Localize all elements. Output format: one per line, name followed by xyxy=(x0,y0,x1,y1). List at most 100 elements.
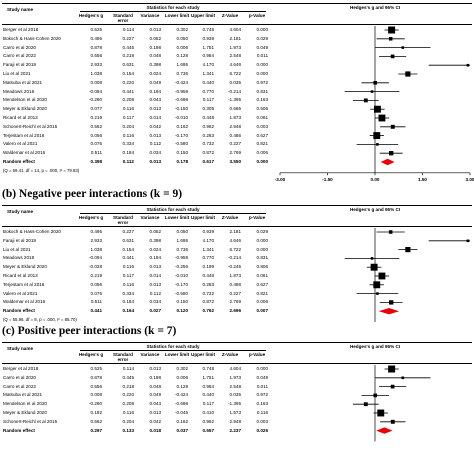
study-row: Liu et al 2021 1.038 0.154 0.024 0.736 1.341 6… xyxy=(0,70,474,78)
variance: 0.042 xyxy=(149,123,162,129)
study-row: Schonert-Reichl et al 2015 0.562 0.204 0.04… xyxy=(0,123,474,131)
effect-size-marker xyxy=(363,98,368,103)
pooled-effect-diamond xyxy=(376,427,393,434)
variance: 0.013 xyxy=(149,27,162,32)
effect-size-marker xyxy=(466,239,470,243)
study-name: Meadows 2018 xyxy=(3,255,35,261)
variance: 0.043 xyxy=(149,401,162,407)
variance: 0.018 xyxy=(149,427,162,433)
study-row: Waldemar et al 2016 0.511 0.184 0.034 0.150 0… xyxy=(0,298,474,306)
statistics-group-rule xyxy=(80,11,266,12)
header-bottom-rule xyxy=(2,226,472,227)
effect-size-marker xyxy=(466,63,470,67)
standard-error: 0.334 xyxy=(122,290,135,296)
study-name: Matsuba et al 2021 xyxy=(3,392,43,398)
upper-limit: 0.939 xyxy=(202,35,215,41)
column-header-g: Hedges's g xyxy=(78,215,104,220)
variance: 0.398 xyxy=(149,62,162,68)
z-value: 4.604 xyxy=(229,366,242,371)
z-value: 2.181 xyxy=(229,35,242,41)
z-value: 4.646 xyxy=(229,62,242,68)
upper-limit: 0.117 xyxy=(202,401,214,407)
lower-limit: 0.736 xyxy=(176,246,189,252)
statistics-group-rule xyxy=(80,213,266,214)
column-header-g: Hedges's g xyxy=(78,352,104,357)
lower-limit: -0.150 xyxy=(174,106,188,112)
study-row: Carro et al 2020 0.878 0.445 0.198 0.006 1.75… xyxy=(0,374,474,382)
lower-limit: -0.010 xyxy=(174,115,188,120)
standard-error: 0.631 xyxy=(122,237,135,243)
hedges-g: 0.878 xyxy=(90,44,103,50)
lower-limit: 0.302 xyxy=(176,27,189,32)
variance: 0.013 xyxy=(149,159,162,164)
upper-limit: 0.770 xyxy=(202,88,215,94)
effect-size-marker xyxy=(370,90,374,93)
effect-size-marker xyxy=(389,300,394,305)
upper-limit: 0.199 xyxy=(202,264,215,270)
ci-group-header: Hedges's g and 95% CI xyxy=(349,344,401,349)
statistics-group-rule xyxy=(80,350,266,351)
study-name: Valero et al 2021 xyxy=(3,141,38,147)
upper-limit: 0.617 xyxy=(202,159,215,164)
statistics-group-header: Statistics for each study xyxy=(146,207,200,212)
variance: 0.194 xyxy=(149,88,162,94)
study-name: Waldemar et al 2016 xyxy=(3,150,46,156)
lower-limit: -0.045 xyxy=(174,410,188,415)
upper-limit: 0.984 xyxy=(202,53,215,59)
effect-size-marker xyxy=(373,80,378,85)
standard-error: 0.441 xyxy=(122,88,135,94)
column-header-p: p-Value xyxy=(248,352,266,357)
x-axis-tick-label: 0.00 xyxy=(370,176,380,182)
lower-limit: 0.162 xyxy=(176,123,189,129)
variance: 0.042 xyxy=(149,418,162,424)
standard-error: 0.116 xyxy=(122,264,134,270)
z-value: 2.948 xyxy=(229,418,242,424)
heterogeneity-stats: (Q = 55.96, df = 8, p = .000, I² = 85.70… xyxy=(3,317,77,322)
standard-error: 0.334 xyxy=(122,141,135,147)
hedges-g: -0.094 xyxy=(88,255,102,261)
effect-size-marker xyxy=(363,402,368,407)
standard-error: 0.204 xyxy=(122,418,135,424)
variance: 0.049 xyxy=(149,392,162,398)
variance: 0.034 xyxy=(149,150,162,156)
column-header-var: Variance xyxy=(140,215,160,220)
hedges-g: 0.562 xyxy=(90,123,103,129)
lower-limit: 0.006 xyxy=(176,374,189,380)
effect-size-marker xyxy=(388,365,396,373)
p-value: 0.049 xyxy=(256,374,269,380)
lower-limit: 0.162 xyxy=(176,418,189,424)
column-header-se: Standard error xyxy=(113,215,133,225)
study-row: Ricard et al 2013 0.219 0.117 0.014 -0.010 0.… xyxy=(0,114,474,122)
z-value: 0.486 xyxy=(229,132,242,138)
study-row: Carro et al 2022 0.556 0.218 0.048 0.128 0.98… xyxy=(0,383,474,391)
pooled-effect-diamond xyxy=(380,158,395,166)
z-value: 1.873 xyxy=(229,115,242,120)
effect-size-marker xyxy=(401,376,405,380)
p-value: 0.029 xyxy=(256,35,269,41)
study-name: Carro et al 2020 xyxy=(3,44,36,50)
study-row: Bokoch & Hass-Cohen 2020 0.495 0.227 0.052 0… xyxy=(0,228,474,236)
study-row: Faraji et al 2019 2.933 0.631 0.398 1.695 4.1… xyxy=(0,237,474,245)
effect-size-marker xyxy=(373,105,381,113)
lower-limit: -0.256 xyxy=(174,264,188,270)
study-row: Liu et al 2021 1.038 0.154 0.024 0.736 1.341 6… xyxy=(0,246,474,254)
standard-error: 0.117 xyxy=(122,115,134,120)
variance: 0.048 xyxy=(149,383,162,389)
standard-error: 0.184 xyxy=(122,150,135,156)
study-name-header: Study name xyxy=(6,7,34,12)
study-row: Meyer & Eklund 2020 0.182 0.116 0.013 -0.045… xyxy=(0,409,474,417)
z-value: -0.245 xyxy=(227,264,241,270)
study-row: Meadows 2018 -0.094 0.441 0.194 -0.959 0.770 -… xyxy=(0,88,474,96)
upper-limit: 0.748 xyxy=(202,366,215,371)
study-row: Berger et al 2018 0.525 0.114 0.013 0.302 0.7… xyxy=(0,26,474,34)
upper-limit: 0.410 xyxy=(202,410,215,415)
ci-group-header: Hedges's g and 95% CI xyxy=(349,207,401,212)
variance: 0.049 xyxy=(149,79,162,85)
effect-size-marker xyxy=(376,143,379,146)
hedges-g: 0.077 xyxy=(90,106,103,112)
standard-error: 0.227 xyxy=(122,35,135,41)
column-header-var: Variance xyxy=(140,13,160,18)
variance: 0.043 xyxy=(149,97,162,103)
study-row: Matsuba et al 2021 0.008 0.220 0.049 -0.424 0… xyxy=(0,391,474,399)
lower-limit: 0.050 xyxy=(176,229,189,234)
